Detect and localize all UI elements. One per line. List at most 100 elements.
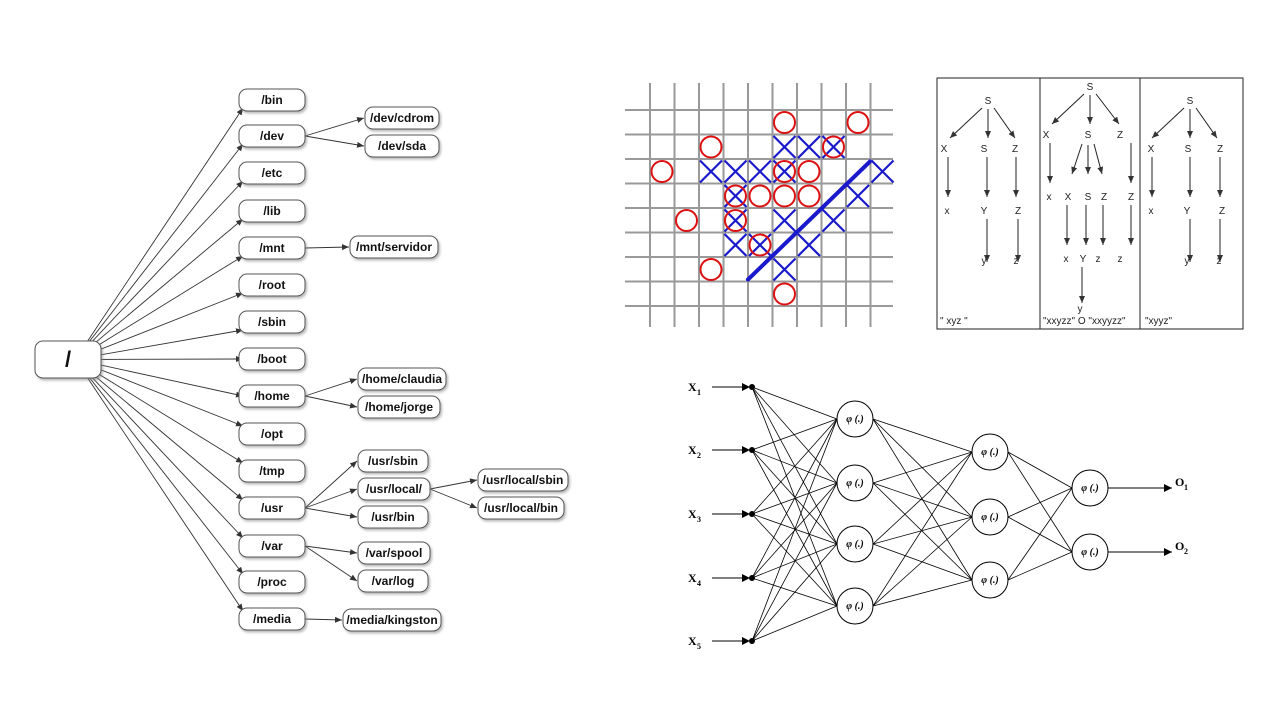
input-node <box>749 384 755 390</box>
o-mark <box>846 111 870 134</box>
fs-node-label: /media <box>253 612 291 626</box>
nn-edge <box>1007 451 1073 553</box>
x-mark <box>846 184 870 208</box>
fs-node-mnt-servidor: /mnt/servidor <box>349 235 439 259</box>
fs-edge <box>81 292 244 358</box>
neuron: φ (.) <box>836 525 874 563</box>
fs-node-label: /usr/sbin <box>368 454 418 468</box>
grammar-symbol: Z <box>1012 144 1018 155</box>
fs-node-label: /usr <box>261 501 283 515</box>
fs-node-boot: /boot <box>238 347 306 371</box>
fs-node-usr-bin: /usr/bin <box>357 505 429 529</box>
o-mark <box>797 160 821 183</box>
fs-edge <box>81 218 244 355</box>
nn-edge <box>872 516 973 545</box>
grammar-arrow <box>993 107 1016 139</box>
fs-node-label: /sbin <box>258 315 286 329</box>
fs-edge <box>304 395 358 409</box>
o-mark <box>724 209 747 232</box>
fs-node-label: /etc <box>262 166 283 180</box>
fs-node-mnt: /mnt <box>238 236 306 260</box>
x-mark <box>723 159 748 184</box>
fs-node-label: /dev/cdrom <box>370 111 434 125</box>
input-node <box>749 447 755 453</box>
grammar-symbol: Z <box>1117 130 1123 141</box>
grammar-symbol: Y <box>1184 206 1191 217</box>
neuron-label: φ (.) <box>981 575 999 586</box>
nn-edge <box>872 451 973 607</box>
fs-node-label: /root <box>259 278 286 292</box>
fs-edge <box>81 143 244 352</box>
nn-edge <box>872 516 973 607</box>
neural-network: X 1X 2X 3X 4X 5φ (.)φ (.)φ (.)φ (.)φ (.)φ (.)… <box>688 380 1188 651</box>
nn-edge <box>751 449 838 545</box>
x-mark <box>870 159 895 184</box>
nn-edge <box>751 418 838 642</box>
nn-edge <box>751 418 838 515</box>
neuron: φ (.) <box>971 498 1009 536</box>
grammar-symbol: z <box>1096 254 1101 265</box>
fs-node-label: /dev <box>260 129 284 143</box>
fs-node-label: /dev/sda <box>378 139 426 153</box>
output-label: O <box>1175 475 1184 489</box>
input-node <box>749 511 755 517</box>
grammar-caption: "xxyzz" O "xxyyzz" <box>1043 316 1126 327</box>
fs-node-usr-local-bin: /usr/local/bin <box>477 496 565 520</box>
fs-node-var-spool: /var/spool <box>357 541 431 565</box>
nn-edge <box>1007 487 1073 581</box>
fs-node-tmp: /tmp <box>238 459 306 483</box>
fs-node-label: /home/jorge <box>365 400 433 414</box>
fs-node-label: /bin <box>261 93 282 107</box>
fs-node-label: /opt <box>261 427 283 441</box>
grammar-symbol: S <box>1085 130 1092 141</box>
o-mark <box>773 282 796 306</box>
fs-edge <box>304 244 350 251</box>
grammar-symbol: x <box>1149 206 1154 217</box>
fs-node-label: /mnt <box>259 241 284 255</box>
grammar-caption: " xyz " <box>940 316 968 327</box>
output-subscript: 2 <box>1184 547 1188 556</box>
input-subscript: 2 <box>697 451 701 460</box>
fs-edge <box>304 616 343 623</box>
o-mark <box>724 184 747 208</box>
neuron: φ (.) <box>836 464 874 502</box>
x-mark <box>723 233 748 257</box>
output-label: O <box>1175 539 1184 553</box>
o-mark <box>773 184 796 208</box>
fs-node-usr: /usr <box>238 496 306 520</box>
fs-node-sbin: /sbin <box>238 310 306 334</box>
fs-node-usr-local-sbin: /usr/local/sbin <box>477 468 569 492</box>
fs-edge <box>81 364 244 501</box>
input-subscript: 4 <box>697 579 701 588</box>
o-mark <box>699 258 723 281</box>
o-mark <box>675 209 698 232</box>
grammar-symbol: Y <box>981 206 988 217</box>
fs-node-usr-sbin: /usr/sbin <box>357 449 429 473</box>
filesystem-nodes: / /bin/dev/etc/lib/mnt/root/sbin/boot/hom… <box>34 88 569 632</box>
nn-edge <box>872 451 973 545</box>
input-subscript: 1 <box>697 388 701 397</box>
grammar-symbol: Y <box>1080 254 1087 265</box>
grammar-arrow <box>1095 93 1120 125</box>
neuron: φ (.) <box>836 400 874 438</box>
x-mark <box>772 135 797 159</box>
o-mark <box>797 184 821 208</box>
nn-edge <box>751 605 838 642</box>
grammar-symbol: z <box>1217 256 1222 267</box>
fs-node-label: /proc <box>257 575 287 589</box>
grammar-symbol: X <box>1065 192 1072 203</box>
fs-node-label: /var/log <box>372 574 415 588</box>
o-mark <box>773 160 796 183</box>
fs-node-dev-sda: /dev/sda <box>364 134 440 158</box>
fs-node-bin: /bin <box>238 88 306 112</box>
fs-node-var: /var <box>238 534 306 558</box>
nn-edge <box>751 543 838 579</box>
grammar-arrow <box>1093 143 1104 175</box>
fs-node-label: /usr/local/ <box>366 482 423 496</box>
nn-edge <box>1007 487 1073 518</box>
fs-edge <box>304 545 358 556</box>
grammar-symbol: y <box>1185 256 1190 267</box>
fs-node-label: / <box>65 347 71 372</box>
fs-node-label: /lib <box>263 204 280 218</box>
fs-node-etc: /etc <box>238 161 306 185</box>
